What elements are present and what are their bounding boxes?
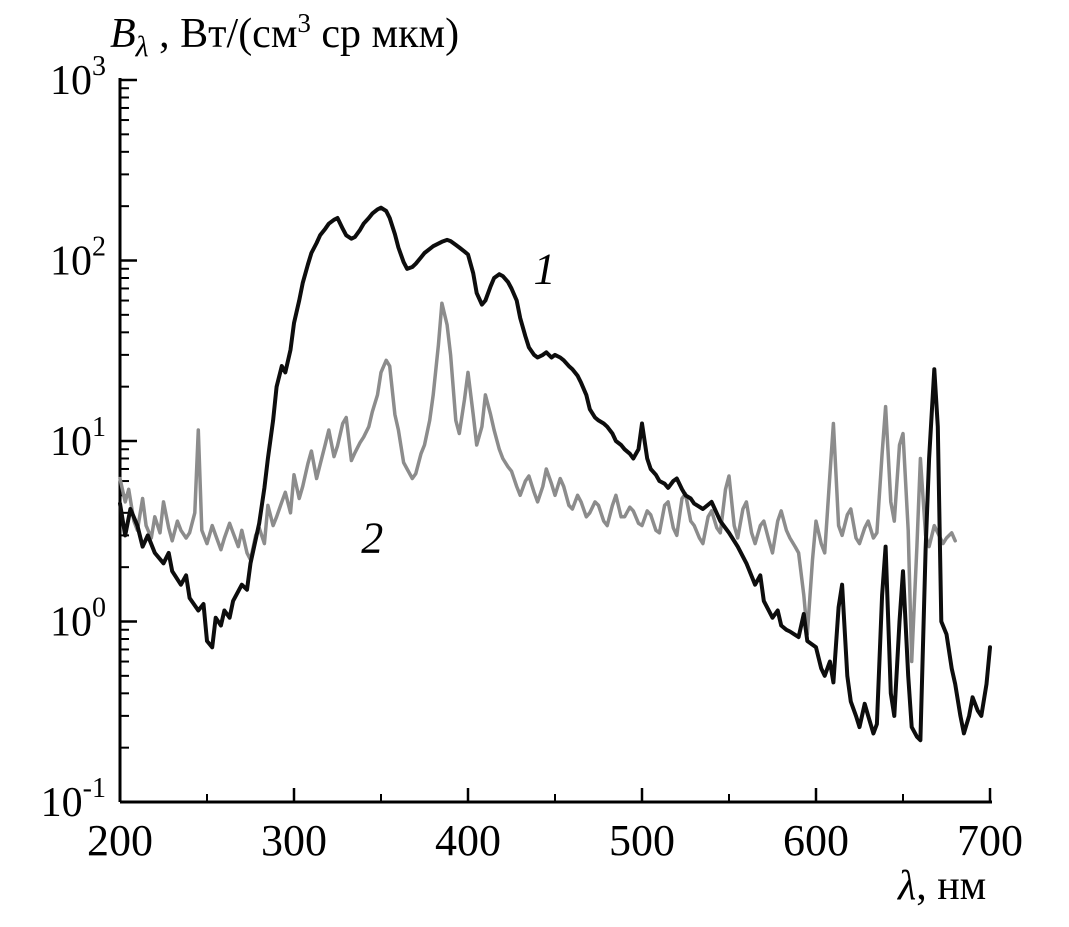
x-tick-label: 300 bbox=[261, 816, 327, 865]
y-tick-label: 100 bbox=[50, 593, 106, 646]
y-axis-symbol: B bbox=[110, 11, 136, 57]
y-axis-unit-prefix: , Вт/(см bbox=[148, 11, 298, 57]
y-axis-unit-suffix: ср мкм) bbox=[310, 11, 460, 57]
x-tick-label: 500 bbox=[609, 816, 675, 865]
x-tick-label: 700 bbox=[957, 816, 1023, 865]
y-tick-label: 10-1 bbox=[41, 773, 106, 826]
curve-1-label: 1 bbox=[533, 244, 556, 294]
x-axis-title: λ, нм bbox=[898, 862, 986, 910]
y-axis-title: Bλ , Вт/(см3 ср мкм) bbox=[110, 8, 459, 64]
x-tick-label: 200 bbox=[87, 816, 153, 865]
x-tick-label: 400 bbox=[435, 816, 501, 865]
y-tick-label: 101 bbox=[50, 412, 106, 465]
x-tick-label: 600 bbox=[783, 816, 849, 865]
x-axis-symbol: λ bbox=[898, 863, 917, 909]
y-tick-label: 102 bbox=[50, 232, 106, 285]
x-axis-unit: , нм bbox=[916, 863, 987, 909]
y-axis-unit-sup: 3 bbox=[297, 8, 311, 38]
curve-2-label: 2 bbox=[361, 513, 384, 563]
y-axis-subscript: λ bbox=[135, 30, 149, 64]
y-tick-label: 103 bbox=[50, 51, 106, 104]
curve-1-path bbox=[118, 205, 992, 743]
